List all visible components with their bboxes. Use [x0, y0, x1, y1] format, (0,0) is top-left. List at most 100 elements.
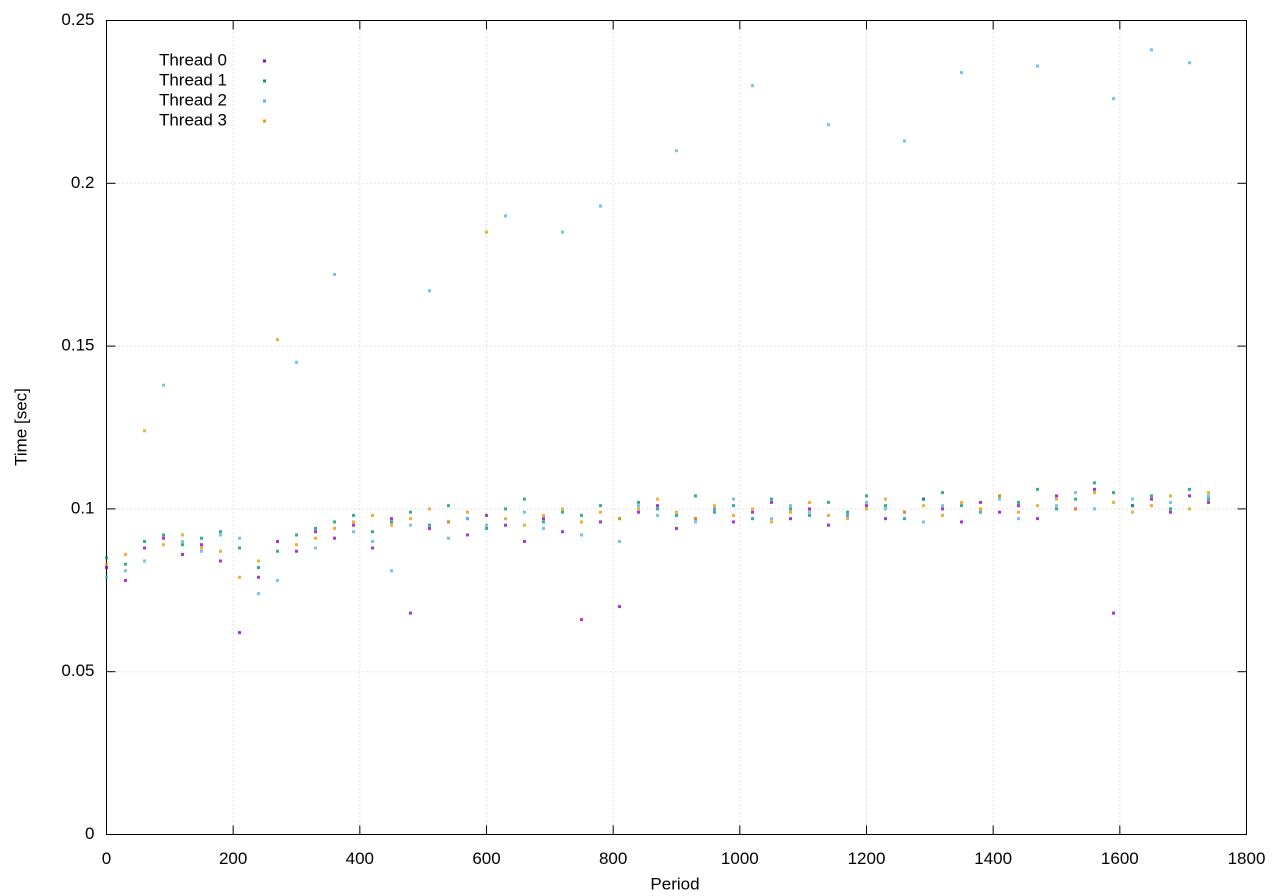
point [1055, 504, 1058, 508]
point [618, 605, 621, 609]
point [314, 530, 317, 534]
point [485, 230, 488, 234]
point [1093, 507, 1096, 511]
point [580, 533, 583, 537]
point [143, 429, 146, 433]
point [1131, 504, 1134, 508]
point [523, 497, 526, 501]
point [713, 507, 716, 511]
y-tick-label: 0.1 [71, 498, 95, 517]
y-tick-label: 0.15 [61, 336, 94, 355]
point [1150, 48, 1153, 52]
point [466, 510, 469, 514]
point [504, 507, 507, 511]
point [1093, 491, 1096, 495]
point [181, 543, 184, 547]
point [865, 494, 868, 498]
point [1017, 517, 1020, 521]
point [1093, 481, 1096, 485]
point [1017, 500, 1020, 504]
point [713, 504, 716, 508]
point [827, 500, 830, 504]
point [1188, 487, 1191, 491]
point [371, 530, 374, 534]
point [105, 556, 108, 560]
point [1036, 504, 1039, 508]
point [922, 520, 925, 524]
point [694, 517, 697, 521]
point [751, 507, 754, 511]
point [656, 513, 659, 517]
point [1169, 507, 1172, 511]
y-axis-title: Time [sec] [11, 388, 30, 466]
point [1055, 507, 1058, 511]
point [789, 510, 792, 514]
point [219, 559, 222, 563]
x-tick-label: 1600 [1101, 849, 1139, 868]
point [998, 510, 1001, 514]
point [751, 84, 754, 88]
x-tick-label: 200 [219, 849, 247, 868]
point [257, 559, 260, 563]
point [428, 507, 431, 511]
point [1207, 497, 1210, 501]
point [808, 513, 811, 517]
legend-label: Thread 0 [159, 50, 227, 69]
point [124, 569, 127, 573]
point [542, 513, 545, 517]
point [751, 510, 754, 514]
point [903, 510, 906, 514]
point [1150, 504, 1153, 508]
point [675, 149, 678, 153]
point [770, 520, 773, 524]
x-tick-label: 1400 [974, 849, 1012, 868]
point [352, 513, 355, 517]
x-tick-label: 0 [102, 849, 111, 868]
point [390, 517, 393, 521]
point [941, 491, 944, 495]
point [1017, 510, 1020, 514]
point [922, 504, 925, 508]
legend-marker [263, 79, 266, 83]
point [941, 513, 944, 517]
x-tick-label: 600 [472, 849, 500, 868]
point [1036, 517, 1039, 521]
point [960, 504, 963, 508]
point [314, 546, 317, 550]
point [1036, 64, 1039, 68]
point [751, 517, 754, 521]
point [428, 523, 431, 527]
point [257, 592, 260, 596]
point [941, 504, 944, 508]
legend-label: Thread 2 [159, 90, 227, 109]
point [295, 543, 298, 547]
point [580, 520, 583, 524]
point [504, 523, 507, 527]
point [998, 494, 1001, 498]
point [200, 549, 203, 553]
point [1169, 510, 1172, 514]
point [599, 520, 602, 524]
point [656, 497, 659, 501]
point [257, 566, 260, 570]
point [637, 504, 640, 508]
point [903, 517, 906, 521]
point [352, 530, 355, 534]
point [1074, 491, 1077, 495]
legend-label: Thread 1 [159, 70, 227, 89]
point [447, 520, 450, 524]
point [371, 513, 374, 517]
point [542, 520, 545, 524]
point [333, 526, 336, 530]
point [485, 523, 488, 527]
point [770, 517, 773, 521]
point [276, 549, 279, 553]
point [219, 530, 222, 534]
point [1150, 497, 1153, 501]
point [219, 549, 222, 553]
point [637, 500, 640, 504]
point [1207, 491, 1210, 495]
point [941, 507, 944, 511]
point [1055, 497, 1058, 501]
